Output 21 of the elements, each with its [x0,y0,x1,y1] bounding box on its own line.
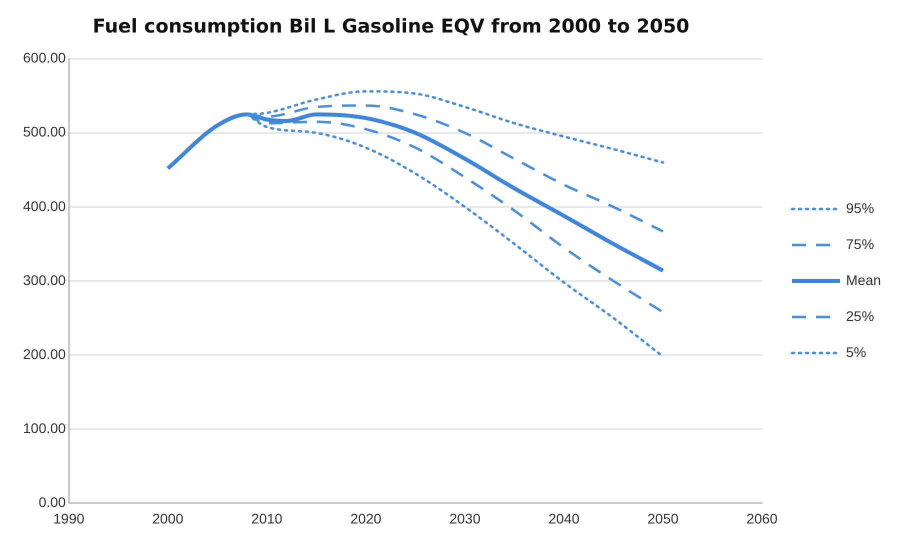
legend-label: 25% [846,308,874,324]
y-tick-label: 100.00 [22,420,66,436]
y-tick-label: 0.00 [38,494,66,510]
y-tick-label: 400.00 [22,198,66,214]
x-tick-label: 2030 [449,510,481,526]
y-tick-label: 300.00 [22,272,66,288]
legend-label: Mean [846,272,882,288]
x-tick-label: 2060 [746,510,778,526]
legend-label: 5% [846,344,866,360]
y-tick-label: 200.00 [22,346,66,362]
x-tick-label: 1990 [53,510,85,526]
x-tick-label: 2040 [548,510,580,526]
legend-label: 95% [846,200,874,216]
x-tick-label: 2020 [350,510,382,526]
y-tick-label: 500.00 [22,124,66,140]
x-tick-label: 2010 [251,510,283,526]
y-tick-label: 600.00 [22,50,66,66]
x-tick-label: 2050 [647,510,679,526]
legend-label: 75% [846,236,874,252]
chart-title: Fuel consumption Bil L Gasoline EQV from 2000 to 2050 [92,15,690,38]
x-tick-label: 2000 [152,510,184,526]
